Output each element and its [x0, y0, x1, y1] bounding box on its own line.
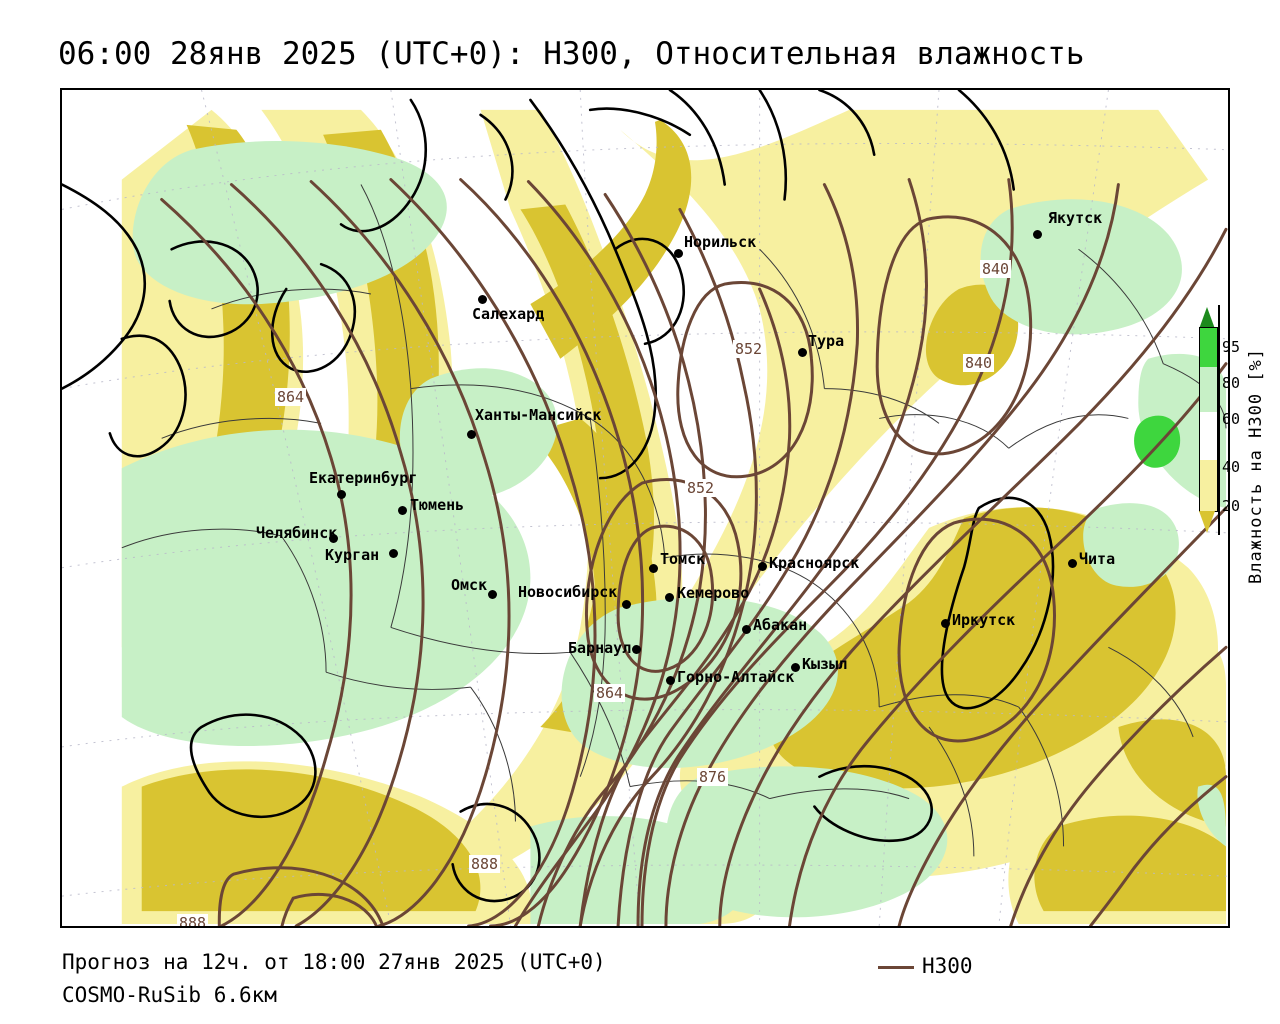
city-dot[interactable] — [791, 663, 800, 672]
city-label: Барнаул — [568, 639, 632, 657]
city-label: Якутск — [1048, 209, 1103, 227]
contour-legend-label: H300 — [922, 954, 973, 978]
city-label: Салехард — [472, 305, 545, 323]
contour-label: 840 — [963, 354, 995, 372]
colorbar-segment-40-60 — [1200, 412, 1217, 460]
city-dot[interactable] — [665, 593, 674, 602]
city-label: Кемерово — [677, 584, 750, 602]
city-label: Томск — [660, 550, 706, 568]
city-label: Новосибирск — [518, 583, 618, 601]
colorbar-tick-95: 95 — [1222, 338, 1241, 356]
contour-label: 876 — [697, 768, 729, 786]
colorbar-segment-20-40 — [1200, 460, 1217, 511]
city-label: Чита — [1079, 550, 1116, 568]
colorbar-tick-40: 40 — [1222, 458, 1241, 476]
city-label: Горно-Алтайск — [677, 668, 795, 686]
city-dot[interactable] — [622, 600, 631, 609]
city-dot[interactable] — [941, 619, 950, 628]
city-dot[interactable] — [649, 564, 658, 573]
colorbar-top-arrow — [1199, 307, 1215, 329]
city-dot[interactable] — [488, 590, 497, 599]
city-dot[interactable] — [398, 506, 407, 515]
city-dot[interactable] — [632, 645, 641, 654]
city-dot[interactable] — [742, 625, 751, 634]
city-dot[interactable] — [666, 676, 675, 685]
city-label: Тюмень — [410, 496, 465, 514]
map-canvas[interactable]: 840 840 852 864 852 864 876 888 888 Якут… — [60, 88, 1230, 928]
contour-label: 840 — [980, 260, 1012, 278]
colorbar-axis-label: Влажность на H300 [%] — [1246, 348, 1266, 584]
city-label: Иркутск — [952, 611, 1016, 629]
city-label: Абакан — [753, 616, 808, 634]
city-label: Тура — [808, 332, 845, 350]
city-label: Красноярск — [769, 554, 860, 572]
humidity-shading-80-95 — [1134, 415, 1181, 468]
contour-label: 888 — [469, 855, 501, 873]
height-contours — [160, 178, 1228, 926]
coastline — [62, 90, 1055, 903]
city-label: Екатеринбург — [309, 469, 418, 487]
city-label: Ханты-Мансийск — [475, 406, 602, 424]
city-dot[interactable] — [467, 430, 476, 439]
city-label: Норильск — [684, 233, 757, 251]
city-dot[interactable] — [674, 249, 683, 258]
forecast-info: Прогноз на 12ч. от 18:00 27янв 2025 (UTC… — [62, 950, 606, 974]
city-dot[interactable] — [1068, 559, 1077, 568]
contour-label: 888 — [177, 914, 209, 926]
city-dot[interactable] — [478, 295, 487, 304]
colorbar-segment-80-95 — [1200, 328, 1217, 367]
map-graphics — [62, 90, 1228, 926]
city-dot[interactable] — [758, 562, 767, 571]
city-dot[interactable] — [798, 348, 807, 357]
contour-legend-line-icon — [878, 966, 914, 969]
contour-label: 852 — [733, 340, 765, 358]
model-info: COSMO-RuSib 6.6км — [62, 983, 277, 1007]
contour-label: 864 — [275, 388, 307, 406]
city-label: Курган — [325, 546, 380, 564]
admin-borders — [121, 184, 1227, 857]
colorbar-bottom-arrow — [1199, 511, 1215, 533]
colorbar-tick-80: 80 — [1222, 374, 1241, 392]
colorbar-tick-20: 20 — [1222, 497, 1241, 515]
city-dot[interactable] — [389, 549, 398, 558]
city-label: Омск — [451, 576, 488, 594]
contour-label: 864 — [594, 684, 626, 702]
contour-label: 852 — [685, 479, 717, 497]
colorbar-tick-60: 60 — [1222, 410, 1241, 428]
colorbar-segment-60-80 — [1200, 367, 1217, 412]
colorbar[interactable] — [1199, 327, 1218, 512]
page-title: 06:00 28янв 2025 (UTC+0): H300, Относите… — [58, 36, 1085, 72]
city-dot[interactable] — [337, 490, 346, 499]
colorbar-axis — [1218, 305, 1220, 535]
city-dot[interactable] — [1033, 230, 1042, 239]
city-label: Челябинск — [256, 524, 338, 542]
city-dot[interactable] — [329, 534, 338, 543]
city-label: Кызыл — [802, 655, 848, 673]
